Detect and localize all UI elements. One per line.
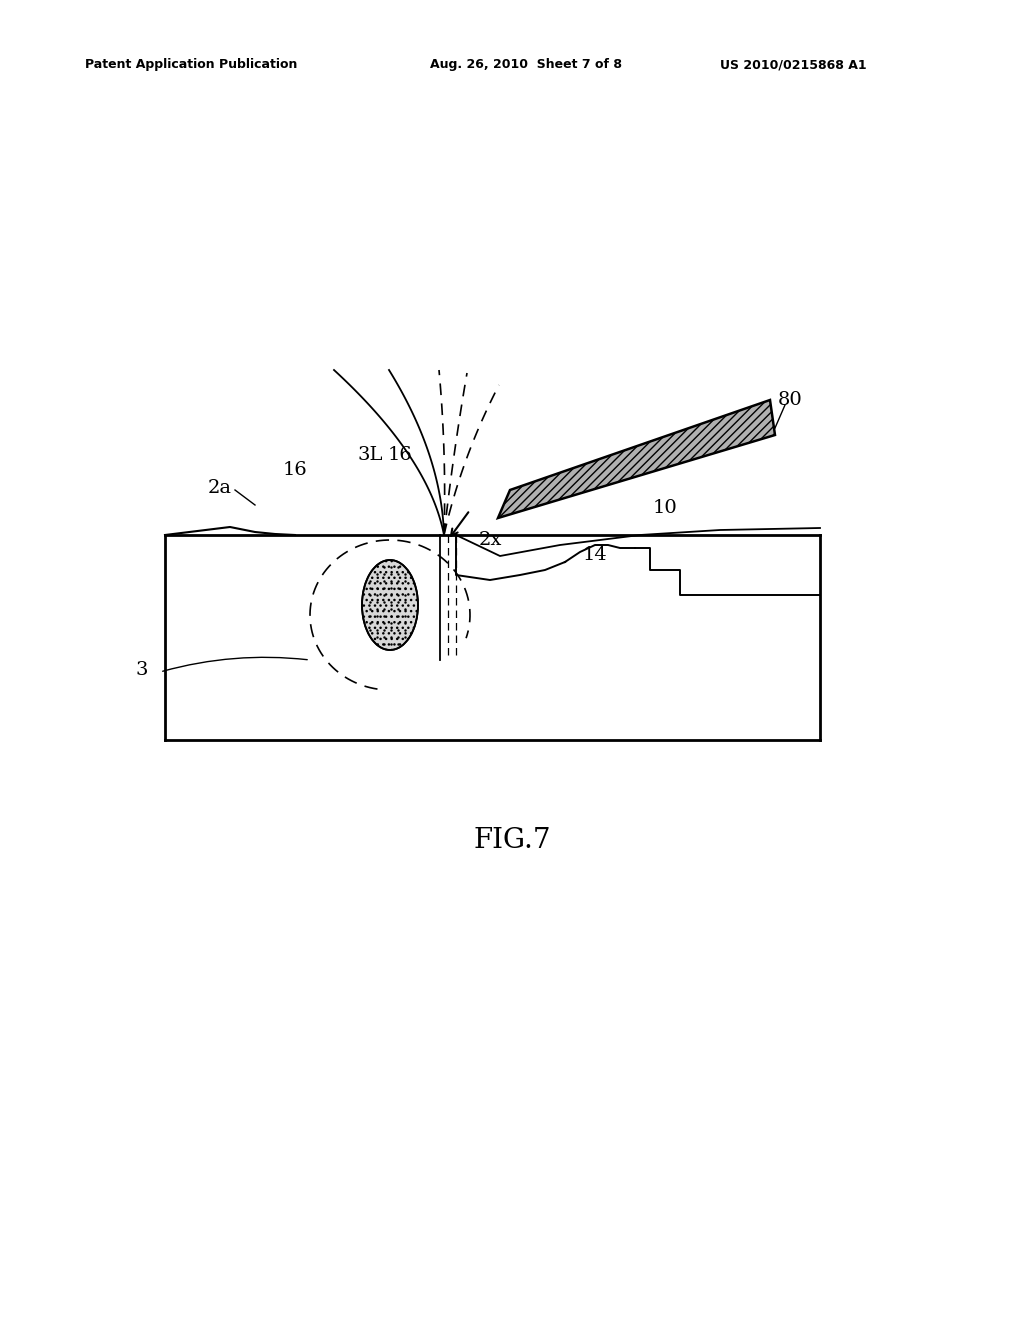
Ellipse shape [362, 560, 418, 649]
Text: US 2010/0215868 A1: US 2010/0215868 A1 [720, 58, 866, 71]
Text: 16: 16 [388, 446, 413, 465]
Text: FIG.7: FIG.7 [473, 826, 551, 854]
Text: Aug. 26, 2010  Sheet 7 of 8: Aug. 26, 2010 Sheet 7 of 8 [430, 58, 622, 71]
Text: Patent Application Publication: Patent Application Publication [85, 58, 297, 71]
Text: 3: 3 [136, 661, 148, 678]
Text: 14: 14 [583, 546, 607, 564]
Polygon shape [498, 400, 775, 517]
Text: 10: 10 [652, 499, 677, 517]
Text: 3L: 3L [357, 446, 383, 465]
Text: 2a: 2a [208, 479, 232, 498]
Text: 16: 16 [283, 461, 307, 479]
Text: 2x: 2x [478, 531, 502, 549]
Text: 80: 80 [777, 391, 803, 409]
